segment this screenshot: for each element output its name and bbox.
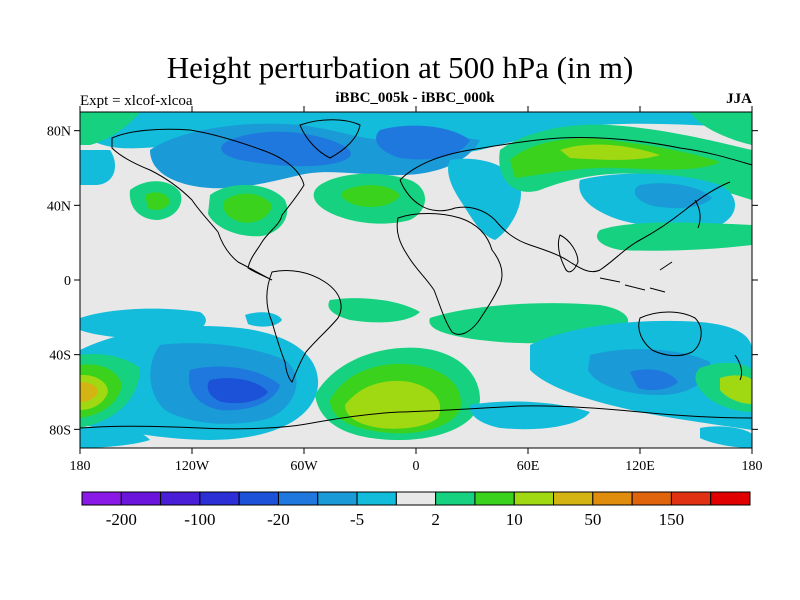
contour-se-bottom-neg [700,426,752,448]
lon-tick-label: 60W [290,459,318,474]
coastline-south-america [266,269,342,383]
colorbar-swatch [435,491,476,506]
contour-sind-neg3 [630,369,678,390]
colorbar-swatch [592,491,633,506]
colorbar-label: 2 [431,510,440,529]
coastline-indonesia [599,261,673,293]
lon-tick-label: 180 [742,459,763,474]
lat-tick-label: 40S [49,349,71,364]
coastline-australia [638,311,702,357]
contour-atlantic-neg [376,125,470,160]
coastline-north-america [111,128,305,281]
lat-tick-label: 80N [47,125,71,140]
contour-arctic-pos [80,112,140,145]
colorbar-label: 150 [659,510,685,529]
latitude-axis: 80N 40N 0 40S 80S [47,125,758,438]
colorbar-swatch [199,491,240,506]
contour-asia-neg2 [634,183,712,209]
contour-npacific-pos2 [145,192,170,210]
colorbar-swatch [395,491,437,506]
contour-trop-atl-pos [328,298,420,323]
lat-tick-label: 40N [47,199,71,214]
contour-spac-neg-core [207,378,268,404]
colorbar-swatch [513,491,555,506]
lon-tick-label: 0 [413,459,420,474]
colorbar-swatch [670,491,712,506]
colorbar [81,491,751,506]
colorbar-swatch [474,491,515,506]
lon-tick-label: 120E [625,459,655,474]
coastline-india [557,234,579,273]
colorbar-swatch [356,491,397,506]
coastline-antarctica [80,405,752,430]
lon-tick-label: 60E [517,459,540,474]
contour-canada-neg2 [221,131,351,167]
lon-tick-label: 180 [70,459,91,474]
colorbar-swatch [238,491,279,506]
coastline-africa [396,213,503,335]
contour-natlantic-pos2 [341,185,400,207]
coastline-japan [694,199,701,229]
colorbar-label: 50 [584,510,601,529]
contour-ant-neg [469,401,590,430]
contour-siberia-pos3 [560,144,660,160]
contour-pacific-w-pos [596,222,752,251]
contour-sw-bottom-neg [80,426,150,448]
coastline-eurasia [399,136,752,273]
colorbar-swatch [631,491,672,506]
colorbar-swatch [160,491,201,506]
coastline-greenland [299,119,361,159]
contour-east-us-pos2 [223,193,272,223]
contour-sw-pos4 [80,382,98,402]
experiment-label: Expt = xlcof-xlcoa [80,93,193,109]
colorbar-label: -200 [106,510,137,529]
lat-tick-label: 0 [64,274,71,289]
contour-field [80,112,752,448]
colorbar-swatch [81,491,122,506]
colorbar-label: 10 [506,510,523,529]
contour-satl-pos3 [345,380,441,429]
season-label: JJA [726,91,752,107]
coastline-nz [734,354,743,381]
lon-tick-label: 120W [175,459,210,474]
contour-se-pos2 [720,375,752,404]
colorbar-labels: -200 -100 -20 -5 2 10 50 150 [106,510,684,529]
chart-title: Height perturbation at 500 hPa (in m) [166,50,634,85]
colorbar-swatch [317,491,358,506]
subtitle-label: iBBC_005k - iBBC_000k [335,90,495,106]
colorbar-label: -20 [267,510,290,529]
colorbar-label: -5 [350,510,364,529]
contour-arctic-e-pos [690,112,752,145]
colorbar-swatch [277,491,319,506]
contour-europe-neg [448,158,521,240]
colorbar-swatch [710,491,751,506]
colorbar-swatch [120,491,162,506]
lat-tick-label: 80S [49,423,71,438]
coastlines [80,119,752,430]
contour-west-npac-neg [80,150,115,185]
longitude-axis: 180 120W 60W 0 60E 120E 180 [70,106,763,474]
colorbar-label: -100 [184,510,215,529]
colorbar-swatch [553,491,594,506]
